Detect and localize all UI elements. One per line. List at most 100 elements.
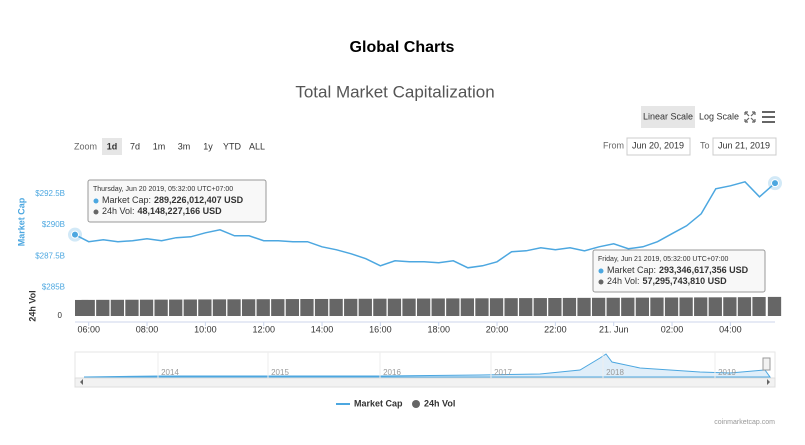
volume-bar: [256, 299, 270, 316]
volume-bar: [154, 299, 168, 316]
tooltip-key: 24h Vol:: [102, 206, 135, 216]
fullscreen-icon[interactable]: [744, 111, 756, 123]
zoom-button[interactable]: 1d: [107, 141, 118, 151]
zoom-button-active[interactable]: [102, 138, 122, 155]
tooltip-dot: [598, 268, 604, 274]
volume-bar: [314, 298, 329, 316]
menu-icon[interactable]: [762, 111, 775, 123]
volume-bar: [621, 297, 635, 316]
volume-bar: [402, 298, 416, 316]
volume-bar: [431, 298, 445, 316]
navigator-label: 2017: [494, 368, 512, 377]
x-tick-label: 22:00: [544, 324, 567, 334]
tooltip: [87, 179, 267, 223]
volume-bar: [577, 297, 591, 316]
volume-bar: [183, 299, 197, 316]
navigator-label: 2019: [718, 368, 736, 377]
to-label: To: [700, 140, 710, 150]
navigator-handle[interactable]: [762, 357, 771, 371]
volume-bar: [212, 299, 227, 316]
to-input[interactable]: [712, 137, 777, 156]
volume-bar: [737, 297, 752, 316]
volume-bar: [767, 296, 782, 316]
from-label: From: [603, 140, 624, 150]
volume-bar: [548, 298, 562, 316]
y2-axis-title: 24h Vol: [27, 290, 37, 321]
volume-bar: [606, 297, 620, 316]
x-tick-label: 18:00: [427, 324, 450, 334]
zoom-button[interactable]: 1y: [203, 141, 213, 151]
tooltip-title: Thursday, Jun 20 2019, 05:32:00 UTC+07:0…: [93, 186, 233, 193]
x-tick-label: 20:00: [486, 324, 509, 334]
y2-tick-label: 0: [58, 311, 63, 320]
hover-point: [71, 230, 79, 239]
tooltip-value: 57,295,743,810 USD: [643, 276, 728, 286]
volume-bar: [416, 298, 431, 316]
hover-point: [771, 179, 779, 188]
chart-title: Total Market Capitalization: [295, 82, 494, 101]
y-tick-label: $285B: [42, 283, 65, 292]
volume-bar: [504, 298, 518, 316]
x-tick-label: 04:00: [719, 324, 742, 334]
zoom-button[interactable]: YTD: [223, 141, 242, 151]
legend-symbol: [412, 400, 420, 408]
market-cap-line: [74, 180, 776, 269]
legend-label[interactable]: Market Cap: [354, 398, 403, 408]
from-input[interactable]: [626, 137, 691, 156]
tooltip-value: 48,148,227,166 USD: [138, 206, 223, 216]
zoom-button[interactable]: 1m: [153, 141, 166, 151]
volume-bar: [460, 298, 475, 316]
volume-bar: [533, 298, 547, 316]
navigator-label: 2016: [383, 368, 401, 377]
volume-bar: [81, 299, 95, 316]
zoom-button[interactable]: 3m: [178, 141, 191, 151]
tooltip-row: 24h Vol: 57,295,743,810 USD: [607, 276, 727, 286]
tooltip-dot: [93, 198, 99, 204]
zoom-button[interactable]: 7d: [130, 141, 140, 151]
tooltip-dot: [93, 209, 99, 215]
volume-bar: [475, 298, 489, 316]
x-tick-label: 06:00: [77, 324, 100, 334]
volume-bar: [300, 299, 314, 316]
navigator-label: 2018: [606, 368, 624, 377]
scrollbar[interactable]: [74, 377, 776, 388]
x-tick-label: 02:00: [661, 324, 684, 334]
log-scale-label[interactable]: Log Scale: [699, 111, 739, 121]
y-tick-label: $292.5B: [35, 189, 65, 198]
navigator-label: 2014: [161, 368, 179, 377]
volume-bar: [650, 297, 664, 316]
volume-bar: [271, 299, 285, 316]
volume-bar: [285, 299, 300, 316]
zoom-button[interactable]: ALL: [249, 141, 265, 151]
volume-bar: [96, 299, 110, 316]
credit: coinmarketcap.com: [714, 419, 775, 426]
y-tick-label: $290B: [42, 220, 65, 229]
y-tick-label: $287.5B: [35, 251, 65, 260]
to-value: Jun 21, 2019: [718, 140, 770, 150]
tooltip-title: Friday, Jun 21 2019, 05:32:00 UTC+07:00: [598, 256, 729, 263]
volume-bar: [198, 299, 212, 316]
volume-bar: [635, 297, 650, 316]
volume-bar: [562, 297, 577, 316]
x-tick-label: 08:00: [136, 324, 159, 334]
volume-bar: [752, 297, 766, 316]
volume-bar: [344, 298, 358, 316]
volume-bar: [387, 298, 402, 316]
linear-scale-button[interactable]: [641, 106, 695, 128]
volume-bar: [125, 299, 139, 316]
volume-bar: [358, 298, 372, 316]
tooltip-value: 289,226,012,407 USD: [154, 195, 244, 205]
tooltip-value: 293,346,617,356 USD: [659, 265, 749, 275]
volume-bar: [169, 299, 183, 316]
volume-bar: [227, 299, 241, 316]
tooltip-dot: [598, 279, 604, 285]
legend-label[interactable]: 24h Vol: [424, 398, 455, 408]
volume-bar: [110, 299, 125, 316]
tooltip: [592, 249, 766, 293]
linear-scale-label: Linear Scale: [643, 111, 693, 121]
volume-bar: [591, 297, 606, 316]
volume-bar: [664, 297, 679, 316]
volume-bar: [329, 298, 343, 316]
